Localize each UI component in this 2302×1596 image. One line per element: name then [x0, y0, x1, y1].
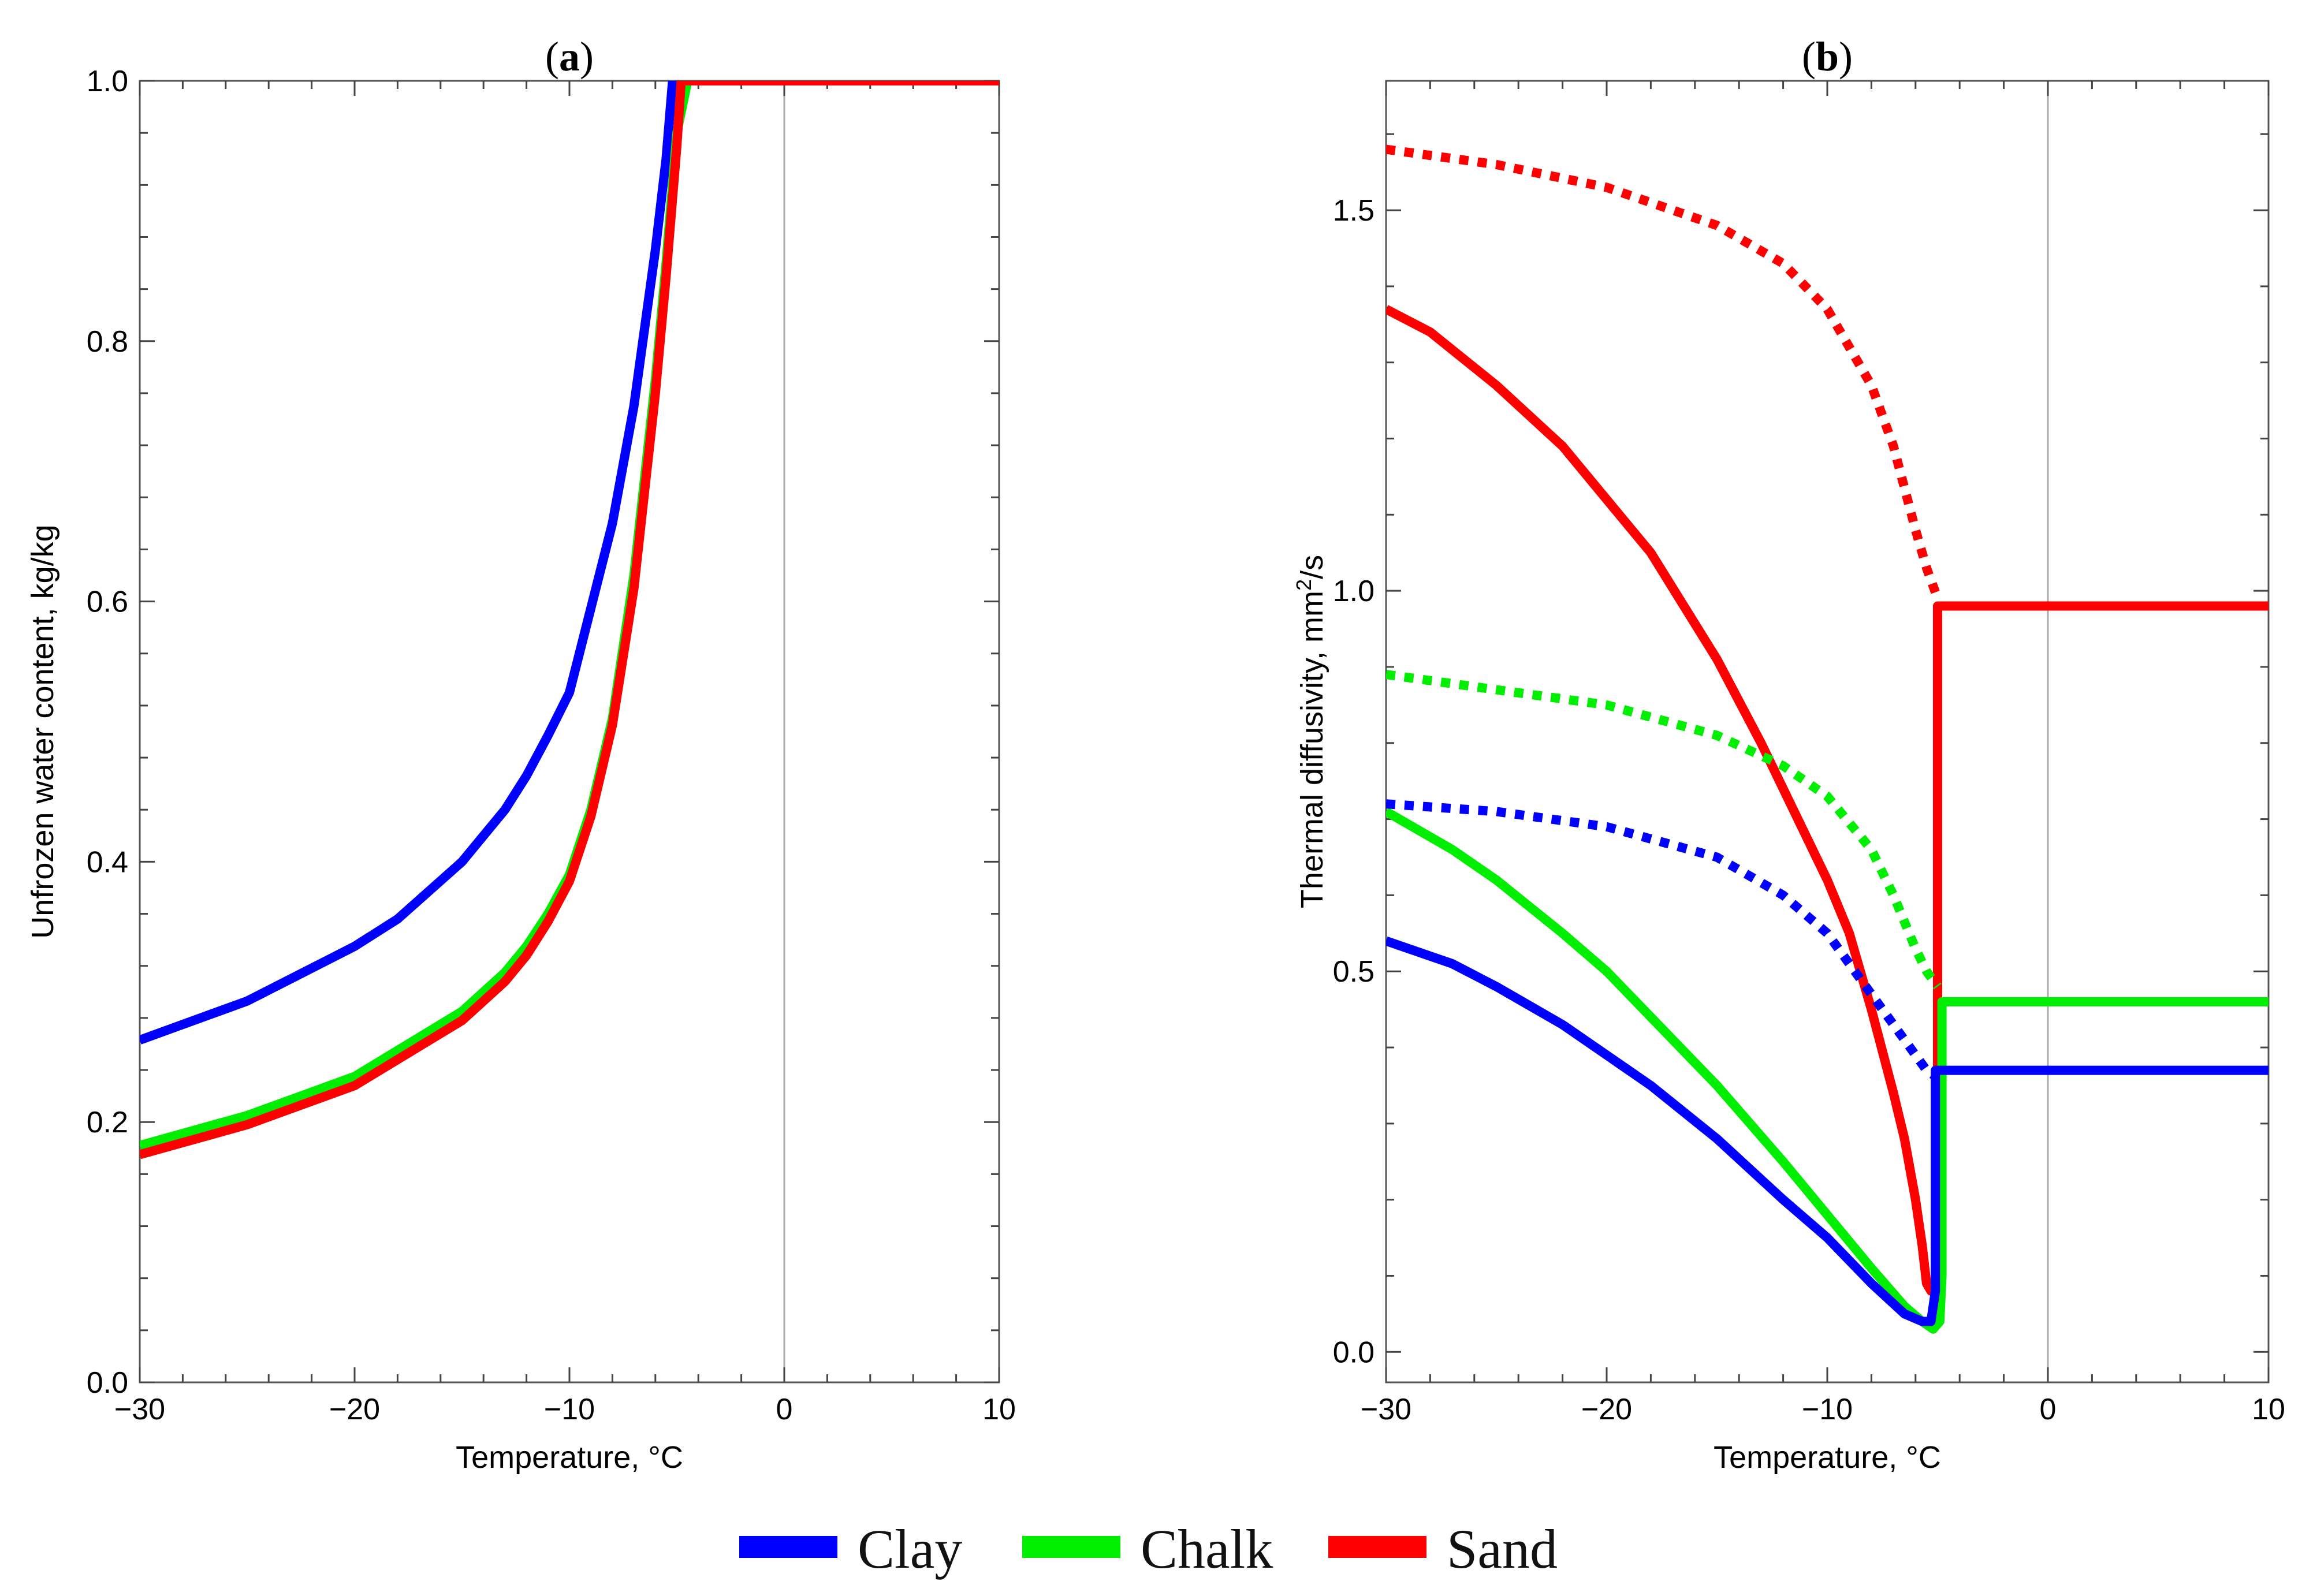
series-line-sand: [140, 81, 999, 1159]
x-tick-label: 10: [982, 1393, 1016, 1426]
x-tick-label: −10: [1802, 1393, 1853, 1426]
legend-label: Clay: [858, 1518, 962, 1580]
x-tick-label: −30: [114, 1393, 165, 1426]
x-tick-label: 0: [2040, 1393, 2057, 1426]
plot-frame: [1385, 80, 2270, 1384]
series-line-chalk-dotted: [1386, 670, 1942, 990]
x-tick-label: 0: [776, 1393, 793, 1426]
y-axis-title: Thermal diffusivity, mm2/s: [1292, 555, 1330, 908]
legend-label: Chalk: [1141, 1518, 1273, 1580]
x-tick-label: −20: [329, 1393, 380, 1426]
y-axis-title: Unfrozen water content, kg/kg: [25, 524, 60, 938]
y-tick-label: 0.0: [87, 1366, 128, 1400]
x-axis-title: Temperature, °C: [456, 1440, 683, 1475]
x-tick-label: −10: [544, 1393, 595, 1426]
legend-swatch: [1022, 1536, 1120, 1558]
series-line-chalk: [1386, 807, 2269, 1334]
legend-swatch: [1328, 1536, 1426, 1558]
legend-label: Sand: [1447, 1518, 1558, 1580]
series-line-clay: [140, 81, 999, 1045]
y-tick-label: 1.5: [1333, 194, 1375, 228]
legend-swatch: [739, 1536, 837, 1558]
y-tick-label: 1.0: [87, 65, 128, 98]
plot-frame: [139, 80, 1000, 1384]
panel-title: (b): [1802, 33, 1853, 80]
y-tick-label: 0.5: [1333, 955, 1375, 989]
y-tick-label: 0.4: [87, 845, 128, 879]
series-line-sand-dotted: [1386, 144, 1942, 601]
x-axis-title: Temperature, °C: [1714, 1440, 1941, 1475]
y-tick-label: 0.0: [1333, 1336, 1375, 1369]
x-tick-label: −20: [1581, 1393, 1632, 1426]
y-tick-label: 0.2: [87, 1106, 128, 1139]
series-line-clay-dotted: [1386, 799, 1940, 1082]
panel-b: −30 −20 −10 0 10 0.0 0.5 1.0 1.5 Temperature, °C T…: [1292, 33, 2285, 1475]
y-tick-label: 0.6: [87, 586, 128, 619]
x-tick-label: 10: [2252, 1393, 2285, 1426]
legend: Clay Chalk Sand: [739, 1518, 1558, 1580]
x-tick-label: −30: [1361, 1393, 1411, 1426]
series-line-sand: [1386, 305, 2269, 1296]
y-tick-label: 0.8: [87, 325, 128, 359]
series-line-clay: [1386, 936, 2269, 1326]
y-tick-label: 1.0: [1333, 575, 1375, 608]
panel-a: −30 −20 −10 0 10 0.0 0.2 0.4 0.6 0.8 1.0 Temperatur…: [25, 33, 1016, 1475]
panel-title: (a): [545, 33, 594, 80]
